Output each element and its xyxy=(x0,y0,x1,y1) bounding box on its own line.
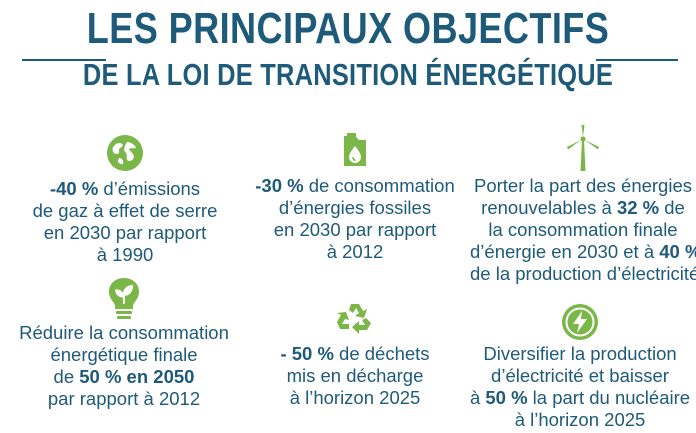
line: -40 % d’émissions xyxy=(49,178,201,199)
line: par rapport à 2012 xyxy=(47,388,201,409)
page-title: LES PRINCIPAUX OBJECTIFS xyxy=(86,4,610,53)
line: à 1990 xyxy=(96,244,154,265)
line: - 50 % de déchets xyxy=(280,343,430,364)
globe-icon xyxy=(105,133,145,173)
line: -30 % de consommation xyxy=(255,175,455,196)
title-rule-left xyxy=(22,59,106,61)
line: en 2030 par rapport xyxy=(273,219,437,240)
line: Réduire la consommation xyxy=(19,322,229,343)
objective-nuclear: Diversifier la production d’électricité … xyxy=(464,302,696,432)
objective-waste: - 50 % de déchets mis en décharge à l’ho… xyxy=(250,301,460,411)
line: d’énergies fossiles xyxy=(278,197,432,218)
objective-fossil-fuels: -30 % de consommation d’énergies fossile… xyxy=(250,130,460,262)
objective-renewables: Porter la part des énergies renouvelable… xyxy=(470,124,696,284)
line: énergétique finale xyxy=(50,344,198,365)
line: la consommation finale xyxy=(488,219,678,240)
objective-consumption: Réduire la consommation énergétique fina… xyxy=(4,276,244,416)
line: renouvelables à 32 % de xyxy=(481,197,685,218)
title-rule-right xyxy=(596,59,678,61)
line: Porter la part des énergies xyxy=(473,175,692,196)
fuel-can-icon xyxy=(335,130,375,170)
line: de gaz à effet de serre xyxy=(32,200,218,221)
recycle-icon xyxy=(336,301,374,337)
line: Diversifier la production xyxy=(483,343,677,364)
line: de 50 % en 2050 xyxy=(53,366,195,387)
objective-emissions: -40 % d’émissions de gaz à effet de serr… xyxy=(20,133,230,265)
line: à 2012 xyxy=(326,241,384,262)
line: en 2030 par rapport xyxy=(43,222,207,243)
wind-turbine-icon xyxy=(563,124,603,172)
lightbulb-icon xyxy=(104,276,144,322)
line: à l’horizon 2025 xyxy=(514,409,646,430)
line: d’électricité et baisser xyxy=(491,365,669,386)
line: à l’horizon 2025 xyxy=(289,387,421,408)
line: de la production d’électricité xyxy=(470,263,696,284)
line: mis en décharge xyxy=(286,365,424,386)
lightning-icon xyxy=(560,302,600,342)
line: d’énergie en 2030 et à 40 % xyxy=(470,241,696,262)
page-subtitle: DE LA LOI DE TRANSITION ÉNERGÉTIQUE xyxy=(82,57,614,92)
line: à 50 % la part du nucléaire xyxy=(469,387,691,408)
